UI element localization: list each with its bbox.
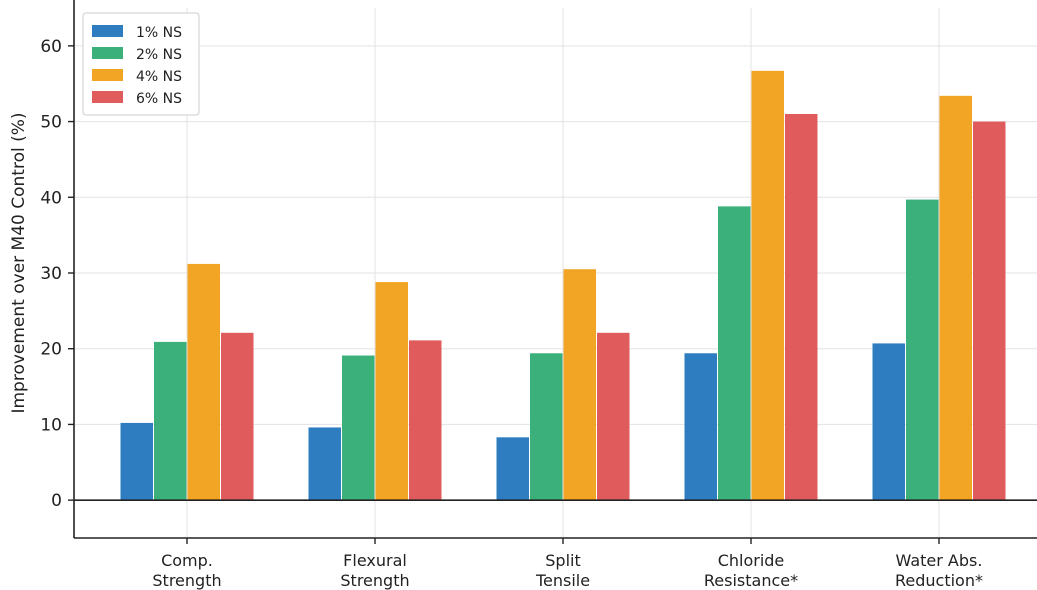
y-tick-label: 30 (40, 264, 62, 284)
bar (872, 343, 905, 501)
bar (939, 95, 972, 501)
x-tick-label: Water Abs. Reduction* (895, 551, 983, 590)
bar (751, 70, 784, 501)
bar (187, 263, 220, 501)
bar (718, 206, 751, 501)
bar (563, 269, 596, 501)
bar (530, 353, 563, 501)
legend-box (82, 12, 200, 116)
bar (496, 437, 529, 501)
legend-swatch (92, 25, 123, 37)
legend-label: 6% NS (136, 91, 182, 107)
bar (120, 422, 153, 501)
bar (154, 341, 187, 501)
bar (375, 282, 408, 501)
y-tick-label: 20 (40, 340, 62, 360)
bar (308, 427, 341, 501)
legend-label: 1% NS (136, 25, 182, 41)
y-axis-title: Improvement over M40 Control (%) (9, 112, 29, 413)
legend-swatch (92, 69, 123, 81)
axes (73, 0, 1037, 539)
legend-swatch (92, 47, 123, 59)
bars (120, 70, 1006, 501)
bar (221, 332, 254, 501)
legend-label: 2% NS (136, 47, 182, 63)
y-tick-label: 60 (40, 37, 62, 57)
bar (597, 332, 630, 501)
y-tick-label: 40 (40, 188, 62, 208)
y-axis-ticks: 0 10 20 30 40 50 60 (40, 37, 74, 511)
legend: 1% NS 2% NS 4% NS 6% NS (82, 12, 200, 116)
bar (342, 355, 375, 501)
y-tick-label: 10 (40, 415, 62, 435)
legend-label: 4% NS (136, 69, 182, 85)
bar (973, 121, 1006, 501)
x-tick-label: Comp. Strength (152, 551, 221, 590)
bar (906, 199, 939, 501)
bar (409, 340, 442, 501)
bar (684, 353, 717, 501)
x-tick-label: Split Tensile (535, 551, 590, 590)
legend-swatch (92, 91, 123, 103)
x-axis-ticks: Comp. Strength Flexural Strength Split Tensil… (152, 538, 983, 590)
y-tick-label: 0 (51, 491, 62, 511)
bar (785, 114, 818, 501)
y-tick-label: 50 (40, 113, 62, 133)
x-tick-label: Flexural Strength (340, 551, 409, 590)
x-tick-label: Chloride Resistance* (704, 551, 798, 590)
